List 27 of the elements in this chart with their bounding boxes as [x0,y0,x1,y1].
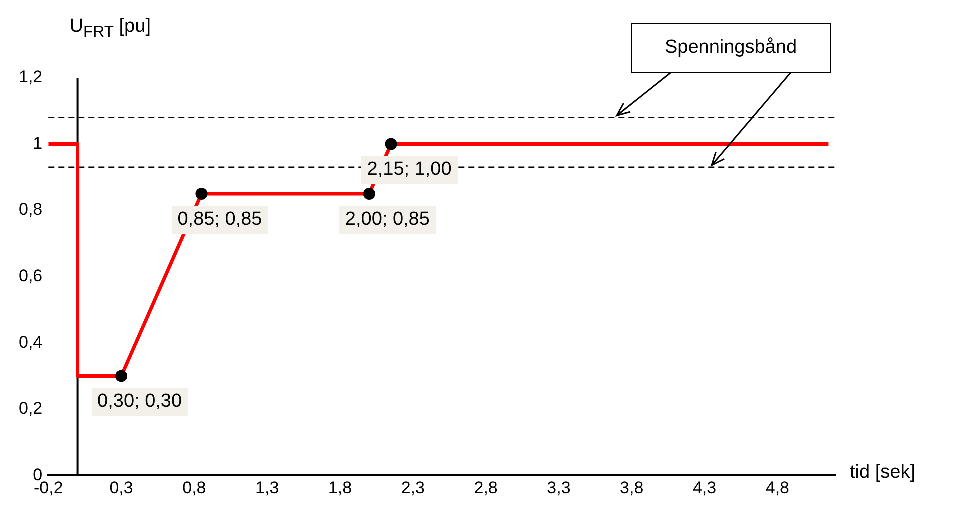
y-tick-label: 0,6 [18,266,43,286]
annotation: 0,30; 0,30 [92,388,188,416]
y-tick-label: 1 [33,134,43,153]
x-axis-title: tid [sek] [850,462,916,484]
point [196,188,208,200]
x-tick-label: 4,8 [766,478,790,498]
point [385,138,398,150]
annotation: 2,00; 0,85 [339,206,436,234]
x-tick-label: 0,8 [182,478,206,498]
annotation: Spenningsbånd [631,23,831,73]
x-tick-label: 2,8 [474,478,498,498]
y-tick-label: 1,2 [18,68,43,87]
y-tick-label: 0,4 [18,332,43,352]
annotation: 0,85; 0,85 [172,206,268,234]
x-tick-label: 2,3 [401,478,425,498]
point [116,370,128,382]
y-tick-label: 0,2 [18,399,43,418]
y-axis-title: U$_{FRT}$ [pu] [70,16,151,42]
y-tick-label: 0,8 [18,200,43,220]
x-tick-label: 3,3 [547,478,571,498]
point [363,188,376,200]
x-tick-label: 0,3 [110,478,134,498]
x-tick-label: 4,3 [692,478,717,498]
x-tick-label: 1,3 [256,478,280,498]
x-tick-label: 3,8 [620,478,644,498]
annotation: 2,15; 1,00 [361,156,458,184]
x-tick-label: 1,8 [328,478,352,498]
